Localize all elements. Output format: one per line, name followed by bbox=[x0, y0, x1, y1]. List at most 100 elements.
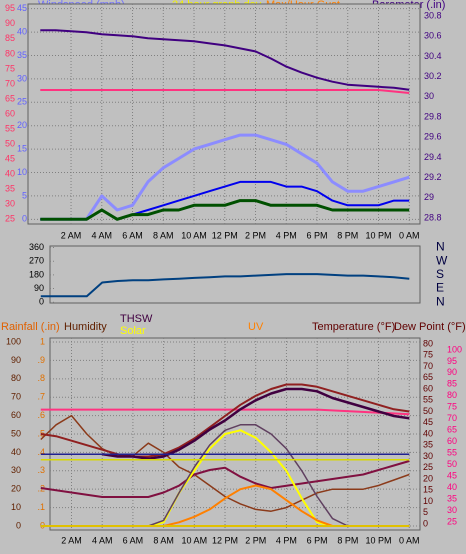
x-tick-label: 6 PM bbox=[307, 535, 328, 545]
x-tick-label: 10 PM bbox=[365, 230, 391, 240]
y-tick-label: 65 bbox=[447, 425, 457, 435]
y-tick-label: 50 bbox=[5, 138, 15, 148]
x-tick-label: 10 PM bbox=[366, 535, 392, 545]
y-tick-label: 180 bbox=[29, 269, 44, 279]
y-tick-label: 30 bbox=[447, 505, 457, 515]
y-tick-label: 70 bbox=[5, 78, 15, 88]
compass-label: W bbox=[436, 253, 448, 267]
y-tick-label: .7 bbox=[37, 392, 45, 402]
series-line bbox=[40, 460, 410, 498]
series-line bbox=[102, 387, 410, 460]
y-tick-label: 0 bbox=[39, 297, 44, 307]
y-tick-label: 55 bbox=[423, 395, 433, 405]
y-tick-label: 30.8 bbox=[424, 10, 442, 20]
y-tick-label: 35 bbox=[423, 440, 433, 450]
series-line bbox=[40, 273, 410, 298]
y-tick-label: 85 bbox=[447, 379, 457, 389]
y-tick-label: 95 bbox=[447, 356, 457, 366]
x-tick-label: 6 AM bbox=[123, 535, 144, 545]
y-tick-label: 80 bbox=[423, 338, 433, 348]
y-tick-label: 90 bbox=[447, 367, 457, 377]
y-tick-label: 45 bbox=[423, 417, 433, 427]
x-tick-label: 2 PM bbox=[245, 535, 266, 545]
y-tick-label: 35 bbox=[17, 50, 27, 60]
y-tick-label: 45 bbox=[17, 3, 27, 13]
temperature-label: Temperature (°F) bbox=[312, 321, 395, 333]
y-tick-label: 30 bbox=[424, 91, 434, 101]
y-tick-label: 30 bbox=[11, 465, 21, 475]
y-tick-label: 10 bbox=[17, 167, 27, 177]
y-tick-label: 360 bbox=[29, 242, 44, 252]
y-tick-label: 0 bbox=[16, 520, 21, 530]
y-tick-label: 75 bbox=[447, 402, 457, 412]
series-line bbox=[40, 29, 410, 91]
y-tick-label: 55 bbox=[5, 123, 15, 133]
x-tick-label: 12 PM bbox=[212, 230, 238, 240]
y-tick-label: 10 bbox=[423, 496, 433, 506]
x-tick-label: 10 AM bbox=[181, 230, 207, 240]
x-tick-label: 8 AM bbox=[153, 535, 174, 545]
y-tick-label: .8 bbox=[37, 373, 45, 383]
y-tick-label: .3 bbox=[37, 465, 45, 475]
y-tick-label: 20 bbox=[17, 120, 27, 130]
y-tick-label: 30.2 bbox=[424, 71, 442, 81]
y-tick-label: .9 bbox=[37, 355, 45, 365]
y-tick-label: 29.2 bbox=[424, 172, 442, 182]
x-tick-label: 8 PM bbox=[337, 230, 358, 240]
x-tick-label: 4 PM bbox=[276, 230, 297, 240]
y-tick-label: 40 bbox=[5, 168, 15, 178]
series-line bbox=[40, 133, 410, 221]
y-tick-label: 28.8 bbox=[424, 212, 442, 222]
y-tick-label: 65 bbox=[5, 93, 15, 103]
y-tick-label: 29 bbox=[424, 192, 434, 202]
y-tick-label: 30 bbox=[5, 199, 15, 209]
x-tick-label: 0 AM bbox=[399, 230, 420, 240]
x-tick-label: 4 PM bbox=[276, 535, 297, 545]
x-tick-label: 8 PM bbox=[337, 535, 358, 545]
y-tick-label: 0 bbox=[423, 518, 428, 528]
y-tick-label: 45 bbox=[5, 153, 15, 163]
y-tick-label: .4 bbox=[37, 447, 45, 457]
y-tick-label: 35 bbox=[447, 493, 457, 503]
y-tick-label: 15 bbox=[423, 485, 433, 495]
y-tick-label: 40 bbox=[17, 26, 27, 36]
y-tick-label: 20 bbox=[11, 484, 21, 494]
y-tick-label: .1 bbox=[37, 502, 45, 512]
y-tick-label: 100 bbox=[6, 336, 21, 346]
y-tick-label: 25 bbox=[5, 214, 15, 224]
humidity-label: Humidity bbox=[64, 321, 107, 333]
solar-label: Solar bbox=[120, 325, 146, 337]
y-tick-label: 25 bbox=[423, 462, 433, 472]
y-tick-label: 29.8 bbox=[424, 111, 442, 121]
y-tick-label: 65 bbox=[423, 372, 433, 382]
y-tick-label: 80 bbox=[5, 48, 15, 58]
y-tick-label: 45 bbox=[447, 470, 457, 480]
y-tick-label: 5 bbox=[423, 507, 428, 517]
thsw-label: THSW bbox=[120, 313, 153, 325]
y-tick-label: 20 bbox=[423, 473, 433, 483]
y-tick-label: 75 bbox=[5, 63, 15, 73]
x-tick-label: 2 PM bbox=[245, 230, 266, 240]
y-tick-label: 50 bbox=[447, 459, 457, 469]
compass-label: N bbox=[436, 294, 445, 308]
y-tick-label: 95 bbox=[5, 3, 15, 13]
y-tick-label: 29.4 bbox=[424, 152, 442, 162]
y-tick-label: 70 bbox=[11, 392, 21, 402]
y-tick-label: .6 bbox=[37, 410, 45, 420]
x-tick-label: 8 AM bbox=[153, 230, 174, 240]
y-tick-label: 30 bbox=[423, 451, 433, 461]
y-tick-label: 55 bbox=[447, 448, 457, 458]
y-tick-label: 5 bbox=[22, 190, 27, 200]
y-tick-label: 80 bbox=[447, 390, 457, 400]
y-tick-label: 1 bbox=[40, 336, 45, 346]
y-tick-label: 80 bbox=[11, 373, 21, 383]
y-tick-label: 30 bbox=[17, 73, 27, 83]
x-tick-label: 12 PM bbox=[212, 535, 238, 545]
x-tick-label: 10 AM bbox=[182, 535, 208, 545]
y-tick-label: 60 bbox=[11, 410, 21, 420]
y-tick-label: 85 bbox=[5, 33, 15, 43]
y-tick-label: 60 bbox=[5, 108, 15, 118]
series-line bbox=[40, 199, 410, 221]
y-tick-label: 0 bbox=[22, 214, 27, 224]
